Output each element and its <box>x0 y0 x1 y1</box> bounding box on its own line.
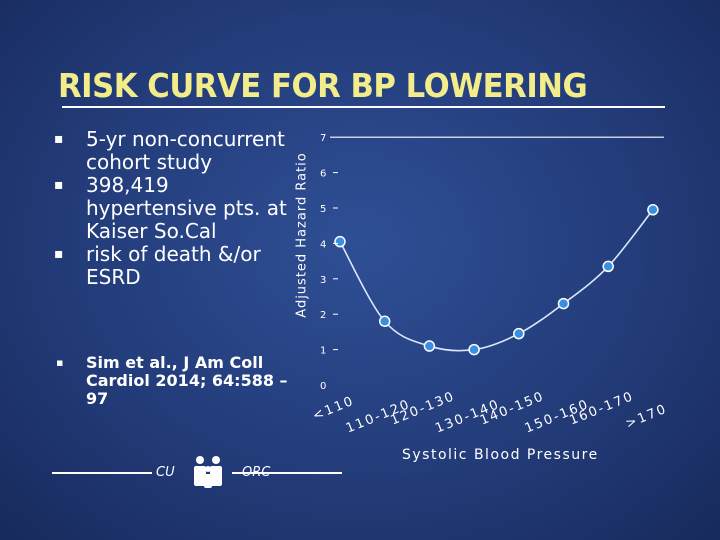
logo-text-right: ORC <box>242 465 271 480</box>
logo-rule-right <box>232 472 342 474</box>
title-underline <box>62 106 665 108</box>
data-point <box>378 315 391 328</box>
citation-text: Sim et al., J Am Coll Cardiol 2014; 64:5… <box>86 353 288 408</box>
citation: ▪ Sim et al., J Am Coll Cardiol 2014; 64… <box>54 354 294 408</box>
bullet-list: ▪ 5-yr non-concurrent cohort study ▪ 398… <box>52 128 290 289</box>
y-tick-label: 5 <box>320 204 326 215</box>
data-point <box>334 235 346 248</box>
data-point <box>557 297 570 310</box>
bullet-mark: ▪ <box>54 131 64 147</box>
cu-orc-logo: CU ORC <box>52 455 342 495</box>
y-tick-labels: 0 1 2 3 4 5 6 7 <box>320 133 338 392</box>
data-point <box>602 260 614 273</box>
x-tick-label: >170 <box>624 402 670 432</box>
data-points <box>334 204 659 356</box>
y-tick-label: 6 <box>320 169 326 180</box>
y-tick-label: 7 <box>320 133 326 144</box>
bullet-item: ▪ 398,419 hypertensive pts. at Kaiser So… <box>52 174 290 243</box>
data-point <box>647 204 659 216</box>
logo-rule-left <box>52 472 152 474</box>
y-tick-label: 2 <box>320 310 326 321</box>
bullet-mark: ▪ <box>54 177 64 193</box>
data-point <box>513 327 525 340</box>
x-axis-label: Systolic Blood Pressure <box>402 447 599 463</box>
bullet-item: ▪ 5-yr non-concurrent cohort study <box>52 128 290 174</box>
bullet-mark: ▪ <box>56 356 64 369</box>
people-icon <box>194 456 222 488</box>
y-tick-label: 3 <box>320 275 326 286</box>
y-tick-label: 1 <box>320 346 326 357</box>
x-tick-labels: <110110-120120-130130-140140-150150-1601… <box>311 389 670 437</box>
bullet-mark: ▪ <box>54 246 64 262</box>
logo-text-left: CU <box>156 465 175 480</box>
y-axis-label: Adjusted Hazard Ratio <box>294 152 310 318</box>
bullet-text: 5-yr non-concurrent cohort study <box>86 127 285 174</box>
bullet-text: risk of death &/or ESRD <box>86 242 261 289</box>
bullet-item: ▪ risk of death &/or ESRD <box>52 243 290 289</box>
data-point <box>423 340 436 352</box>
bullet-text: 398,419 hypertensive pts. at Kaiser So.C… <box>86 173 287 243</box>
series-line <box>339 209 654 352</box>
data-point <box>468 343 480 356</box>
y-tick-label: 0 <box>320 381 326 392</box>
y-tick-label: 4 <box>320 239 326 250</box>
slide-title: RISK CURVE FOR BP LOWERING <box>58 66 588 105</box>
